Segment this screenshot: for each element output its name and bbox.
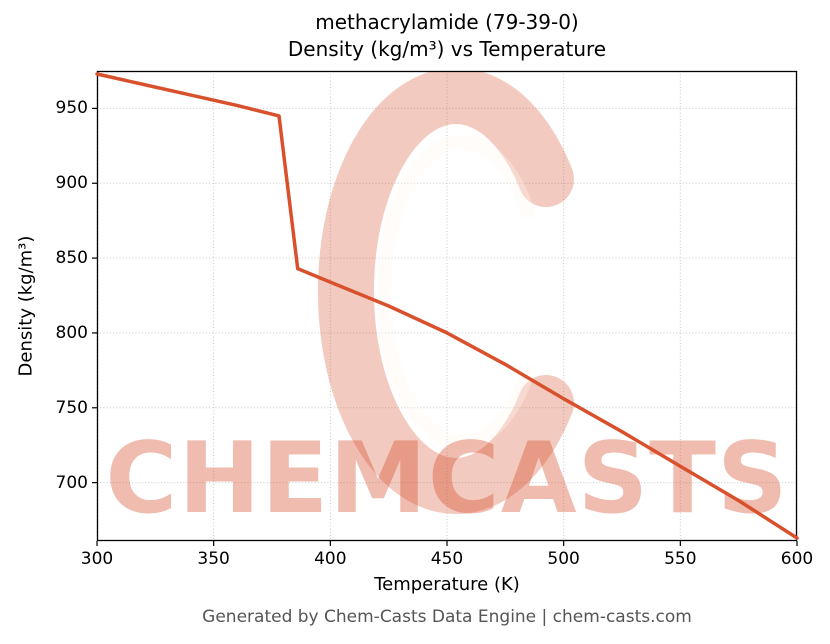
- x-tick-label: 400: [314, 549, 347, 569]
- y-tick-label: 900: [55, 173, 88, 194]
- chart-title-line1: methacrylamide (79-39-0): [315, 10, 579, 34]
- chemcasts-text-watermark: CHEMCASTS: [105, 422, 789, 536]
- x-tick-label: 350: [197, 549, 230, 569]
- y-tick-label: 850: [55, 248, 88, 269]
- y-tick-label: 700: [55, 472, 88, 493]
- x-tick-label: 550: [664, 549, 697, 569]
- y-tick-label: 750: [55, 397, 88, 418]
- y-tick-label: 800: [55, 322, 88, 343]
- chart-title-line2: Density (kg/m³) vs Temperature: [287, 37, 607, 61]
- y-tick-label: 950: [55, 98, 88, 119]
- watermark-container: CHEMCASTS: [98, 72, 796, 540]
- x-tick-label: 500: [547, 549, 580, 569]
- x-tick-label: 450: [430, 549, 464, 569]
- x-tick-label: 300: [80, 549, 114, 569]
- footer-credit: Generated by Chem-Casts Data Engine | ch…: [202, 607, 692, 627]
- x-tick-label: 600: [780, 549, 814, 569]
- x-axis-label: Temperature (K): [374, 574, 520, 595]
